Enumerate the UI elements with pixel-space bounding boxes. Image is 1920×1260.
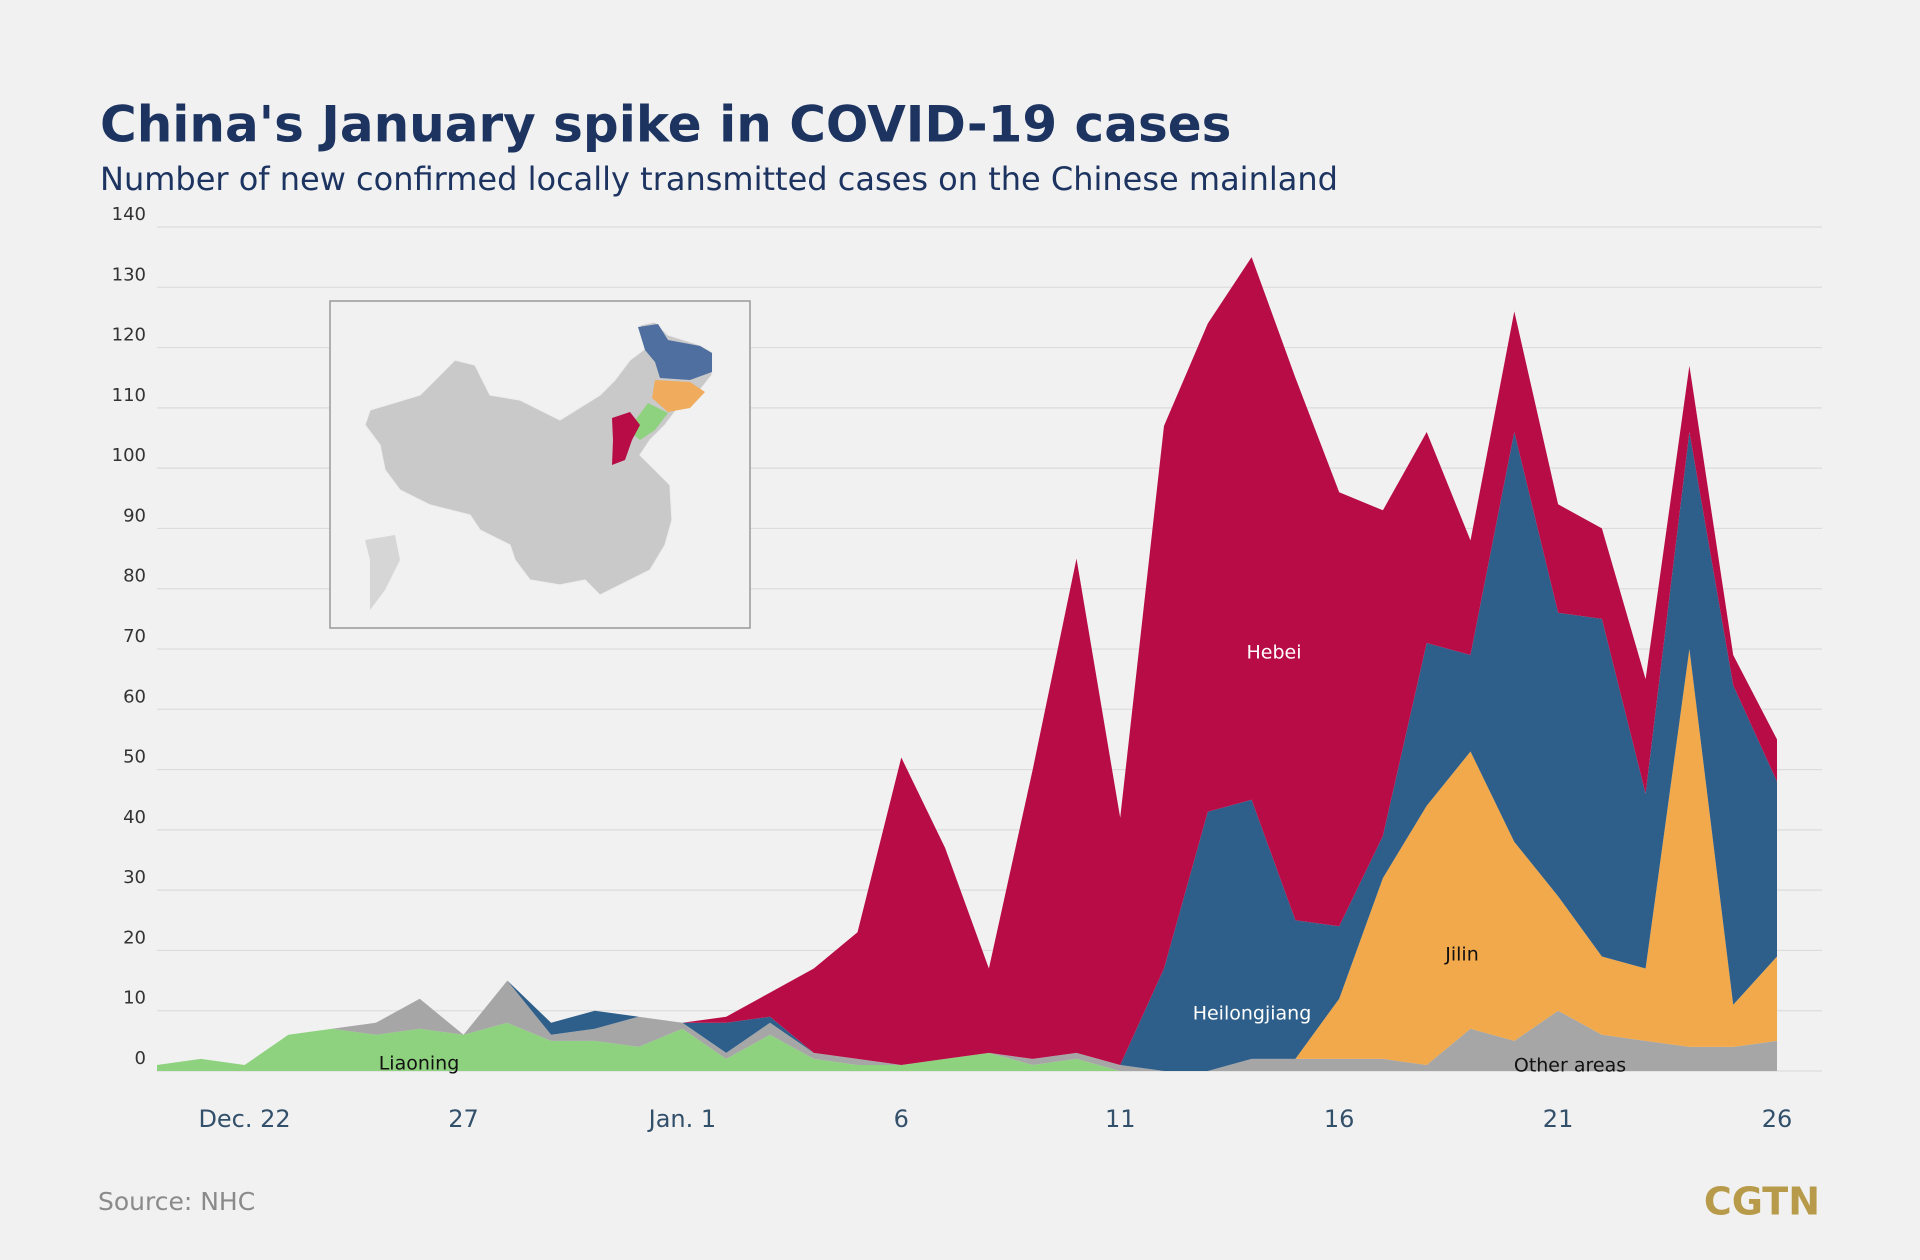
x-tick-label: 27 [448, 1105, 479, 1133]
logo: CGTN [1704, 1180, 1820, 1224]
area [157, 1022, 1777, 1071]
x-tick-label: 21 [1543, 1105, 1574, 1133]
map-islands [365, 535, 400, 610]
x-tick-label: 6 [894, 1105, 909, 1133]
y-tick-label: 0 [135, 1048, 146, 1069]
y-tick-label: 30 [123, 867, 146, 888]
area-label: Liaoning [379, 1053, 460, 1075]
source: Source: NHC [98, 1187, 255, 1216]
map-china [364, 321, 713, 596]
area-label: Hebei [1246, 642, 1301, 664]
area-label: Jilin [1444, 944, 1478, 966]
y-tick-label: 120 [112, 325, 146, 346]
area [157, 980, 1777, 1071]
area-label: Other areas [1514, 1055, 1626, 1077]
chart-subtitle: Number of new confirmed locally transmit… [100, 160, 1338, 198]
y-tick-label: 60 [123, 686, 146, 707]
y-tick-label: 90 [123, 505, 146, 526]
x-tick-label: 16 [1324, 1105, 1355, 1133]
y-tick-label: 70 [123, 626, 146, 647]
y-tick-label: 130 [112, 264, 146, 285]
map-heilongjiang [638, 324, 712, 380]
y-tick-label: 50 [123, 747, 146, 768]
areas [157, 257, 1777, 1071]
area [157, 432, 1777, 1071]
labels: Liaoning Other areas Jilin Heilongjiang Hebe… [379, 642, 1626, 1077]
area [157, 649, 1777, 1071]
x-tick-label: 11 [1105, 1105, 1136, 1133]
y-tick-label: 20 [123, 927, 146, 948]
x-tick-label: Dec. 22 [198, 1105, 290, 1133]
chart-title: China's January spike in COVID-19 cases [100, 96, 1231, 154]
map-liaoning [628, 403, 668, 440]
area-label: Heilongjiang [1193, 1003, 1312, 1025]
y-tick-label: 40 [123, 807, 146, 828]
y-tick-label: 140 [112, 204, 146, 225]
x-tick-label: Jan. 1 [647, 1105, 717, 1133]
map-hebei [612, 412, 640, 465]
x-tick-label: 26 [1762, 1105, 1793, 1133]
y-tick-label: 80 [123, 566, 146, 587]
map-jilin [652, 380, 705, 412]
map-inset [329, 300, 751, 629]
y-tick-label: 110 [112, 385, 146, 406]
y-tick-label: 100 [112, 445, 146, 466]
y-tick-label: 10 [123, 988, 146, 1009]
